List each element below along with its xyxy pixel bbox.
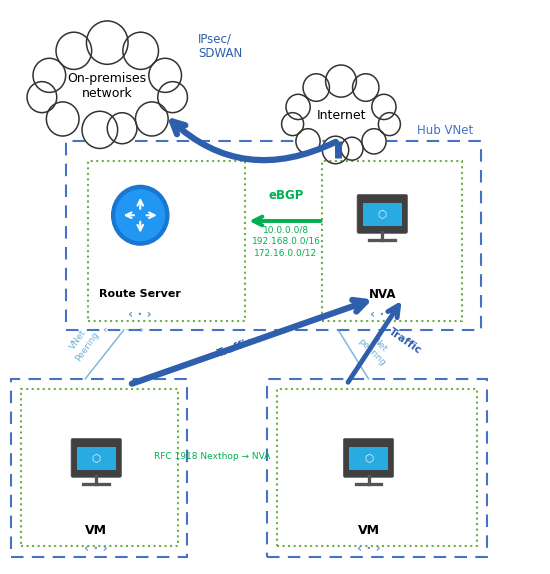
Text: 10.0.0.0/8
192.168.0.0/16
172.16.0.0/12: 10.0.0.0/8 192.168.0.0/16 172.16.0.0/12: [251, 225, 321, 258]
Text: Traffic: Traffic: [216, 336, 255, 359]
Text: NVA: NVA: [368, 288, 396, 301]
Text: Internet: Internet: [316, 109, 366, 122]
Text: Hub VNet: Hub VNet: [417, 123, 473, 137]
Circle shape: [135, 102, 168, 136]
Bar: [21, 389, 178, 546]
Circle shape: [378, 113, 400, 135]
Circle shape: [326, 65, 356, 97]
Text: IPsec/
SDWAN: IPsec/ SDWAN: [198, 32, 242, 60]
Circle shape: [158, 82, 188, 113]
Circle shape: [149, 59, 182, 92]
Circle shape: [353, 73, 379, 101]
FancyBboxPatch shape: [357, 195, 408, 234]
Circle shape: [123, 32, 158, 69]
Bar: [267, 379, 487, 557]
FancyArrowPatch shape: [132, 300, 366, 383]
Circle shape: [86, 21, 128, 64]
Circle shape: [116, 190, 164, 241]
Bar: [363, 203, 402, 226]
Text: VM: VM: [85, 523, 107, 537]
Text: Net
peering: Net peering: [356, 329, 395, 368]
Text: eBGP: eBGP: [268, 189, 304, 202]
Text: On-premises
network: On-premises network: [68, 72, 147, 100]
Circle shape: [46, 102, 79, 136]
Text: ‹ · · · · ›: ‹ · · · · ›: [103, 325, 144, 335]
Circle shape: [33, 59, 65, 92]
Circle shape: [56, 32, 92, 69]
FancyBboxPatch shape: [71, 439, 122, 478]
Bar: [349, 447, 388, 470]
Text: ‹ · ›: ‹ · ›: [128, 308, 152, 321]
Text: VM: VM: [358, 523, 379, 537]
Text: RFC 1918 Nexthop → NVA: RFC 1918 Nexthop → NVA: [153, 452, 270, 461]
FancyArrowPatch shape: [172, 122, 336, 160]
Circle shape: [322, 136, 349, 164]
Circle shape: [286, 94, 310, 119]
Text: Traffic: Traffic: [387, 327, 424, 356]
Text: ⬡: ⬡: [364, 453, 373, 464]
Bar: [77, 447, 116, 470]
Circle shape: [27, 82, 57, 113]
FancyBboxPatch shape: [343, 439, 394, 478]
Text: VNet
Peering: VNet Peering: [64, 323, 101, 363]
Text: ‹ · ›: ‹ · ›: [84, 542, 108, 555]
Circle shape: [107, 113, 137, 144]
Circle shape: [296, 129, 320, 154]
Circle shape: [303, 73, 329, 101]
FancyArrowPatch shape: [348, 305, 399, 382]
Text: ‹ · ›: ‹ · ›: [356, 542, 381, 555]
Text: ⬡: ⬡: [378, 210, 387, 220]
Circle shape: [282, 113, 304, 135]
Bar: [11, 379, 187, 557]
Circle shape: [82, 111, 118, 149]
Circle shape: [372, 94, 396, 119]
Bar: [88, 161, 245, 321]
Circle shape: [362, 129, 386, 154]
Circle shape: [112, 185, 169, 245]
Bar: [66, 141, 481, 330]
Text: Route Server: Route Server: [100, 289, 181, 299]
Bar: [322, 161, 462, 321]
Bar: [277, 389, 477, 546]
Circle shape: [341, 137, 363, 160]
Text: ⬡: ⬡: [92, 453, 101, 464]
Text: ‹ · ›: ‹ · ›: [370, 308, 394, 321]
